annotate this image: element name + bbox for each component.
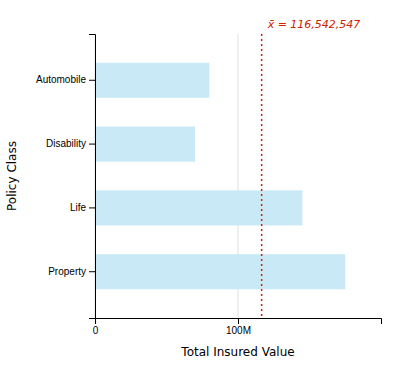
- tick: 0: [93, 318, 99, 336]
- tick-label: 0: [93, 325, 99, 336]
- tick-mark: [89, 271, 95, 272]
- x-axis: 0 100M: [93, 318, 382, 336]
- chart: x̄ = 116,542,547 0 100M Property Life Disabil…: [0, 0, 401, 366]
- axis-line: [89, 35, 96, 319]
- tick: Disability: [46, 138, 95, 149]
- axis-line: [96, 319, 382, 325]
- annotation: x̄ = 116,542,547: [267, 18, 361, 31]
- tick-label: Disability: [46, 138, 86, 149]
- tick: Property: [48, 266, 95, 277]
- y-axis: Property Life Disability Automobile: [36, 35, 96, 319]
- bar: [95, 190, 302, 225]
- y-axis-title: Policy Class: [5, 141, 19, 211]
- bar: [95, 63, 209, 98]
- tick: Life: [70, 202, 95, 213]
- tick: Automobile: [36, 74, 95, 85]
- tick-mark: [89, 80, 95, 81]
- tick-mark: [89, 144, 95, 145]
- mean-line: [261, 34, 263, 318]
- bar: [95, 127, 195, 162]
- plot: x̄ = 116,542,547 0 100M Property Life Disabil…: [36, 18, 382, 336]
- marks: [95, 34, 345, 318]
- x-axis-title: Total Insured Value: [180, 345, 294, 359]
- tick-mark: [238, 318, 239, 324]
- tick-label: Life: [70, 202, 87, 213]
- tick-label: 100M: [226, 325, 251, 336]
- tick: 100M: [226, 318, 251, 336]
- tick-label: Automobile: [36, 74, 86, 85]
- tick-mark: [89, 207, 95, 208]
- bar: [95, 254, 345, 289]
- tick-label: Property: [48, 266, 86, 277]
